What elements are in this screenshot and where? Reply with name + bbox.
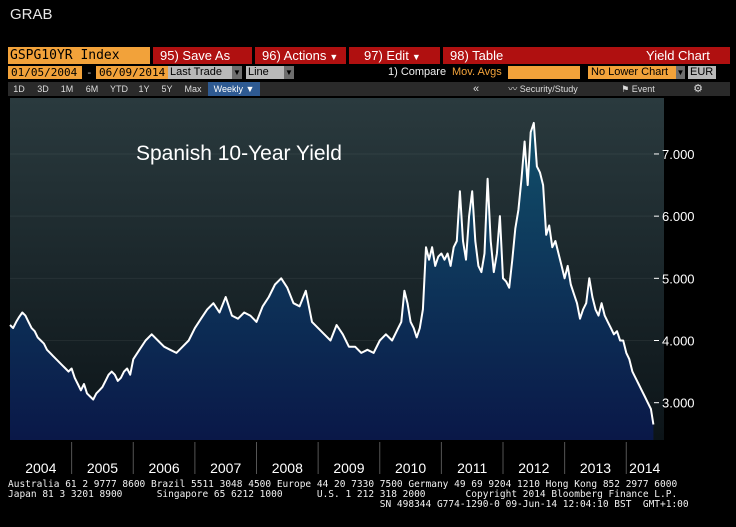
ticker-field[interactable]: GSPG10YR Index bbox=[8, 47, 150, 64]
end-date-field[interactable]: 06/09/2014 bbox=[96, 66, 168, 79]
settings-toolbar: 01/05/2004 - 06/09/2014 Last Trade ▼ Lin… bbox=[8, 65, 730, 80]
toolbar-divider bbox=[150, 47, 153, 64]
table-button[interactable]: 98) Table bbox=[450, 47, 503, 64]
x-tick-label: 2007 bbox=[210, 460, 241, 476]
period-5y[interactable]: 5Y bbox=[161, 84, 173, 94]
edit-button[interactable]: 97) Edit ▼ bbox=[364, 47, 421, 64]
x-tick-label: 2006 bbox=[148, 460, 179, 476]
x-tick-label: 2005 bbox=[87, 460, 118, 476]
yield-chart: 3.000 4.000 5.000 6.000 7.000 2004 2005 2006 20… bbox=[9, 98, 695, 476]
period-ytd[interactable]: YTD bbox=[110, 84, 128, 94]
period-3d[interactable]: 3D bbox=[37, 84, 49, 94]
footer-line-1: Australia 61 2 9777 8600 Brazil 5511 304… bbox=[8, 479, 678, 490]
frequency-select[interactable]: Weekly ▼ bbox=[208, 82, 260, 96]
toolbar-divider bbox=[440, 47, 443, 64]
footer: Australia 61 2 9777 8600 Brazil 5511 304… bbox=[8, 479, 689, 511]
chart-icon: 〰 bbox=[508, 84, 518, 94]
event-label: Event bbox=[631, 84, 655, 94]
compare-button[interactable]: 1) Compare bbox=[388, 66, 447, 78]
mov-avgs-button[interactable]: Mov. Avgs bbox=[452, 66, 502, 78]
x-tick-label: 2009 bbox=[333, 460, 364, 476]
y-tick-label: 5.000 bbox=[662, 271, 695, 286]
x-tick-label: 2012 bbox=[518, 460, 549, 476]
event-button[interactable]: ⚑ Event bbox=[608, 82, 668, 96]
actions-button[interactable]: 96) Actions ▼ bbox=[262, 47, 338, 64]
x-tick-label: 2014 bbox=[629, 460, 660, 476]
x-tick-label: 2004 bbox=[25, 460, 56, 476]
start-date-field[interactable]: 01/05/2004 bbox=[8, 66, 82, 79]
collapse-icon[interactable]: « bbox=[472, 83, 480, 95]
command-toolbar: GSPG10YR Index 95) Save As 96) Actions ▼ … bbox=[8, 47, 730, 64]
flag-icon: ⚑ bbox=[621, 84, 630, 94]
x-tick-label: 2013 bbox=[580, 460, 611, 476]
period-6m[interactable]: 6M bbox=[85, 84, 99, 94]
toolbar-divider bbox=[346, 47, 349, 64]
chevron-down-icon: ▼ bbox=[411, 52, 421, 62]
security-study-button[interactable]: 〰 Security/Study bbox=[498, 82, 588, 96]
window-title: GRAB bbox=[10, 6, 53, 23]
footer-line-2: Japan 81 3 3201 8900 Singapore 65 6212 1… bbox=[8, 489, 678, 501]
y-tick-label: 3.000 bbox=[662, 396, 695, 411]
toolbar-divider bbox=[252, 47, 255, 64]
mov-avgs-input[interactable] bbox=[508, 66, 580, 79]
chart-type-title: Yield Chart bbox=[646, 48, 710, 63]
period-1y[interactable]: 1Y bbox=[138, 84, 150, 94]
security-study-label: Security/Study bbox=[519, 84, 578, 94]
table-label: 98) Table bbox=[450, 48, 504, 63]
period-1m[interactable]: 1M bbox=[60, 84, 74, 94]
footer-line-3: SN 498344 G774-1290-0 09-Jun-14 12:04:10… bbox=[8, 499, 689, 511]
price-type-select[interactable]: Last Trade bbox=[168, 66, 232, 79]
save-as-label: 95) Save As bbox=[160, 48, 231, 63]
chevron-down-icon[interactable]: ▼ bbox=[284, 66, 294, 79]
save-as-button[interactable]: 95) Save As bbox=[160, 47, 230, 64]
chevron-down-icon[interactable]: ▼ bbox=[676, 66, 685, 79]
y-tick-label: 7.000 bbox=[662, 147, 695, 162]
currency-select[interactable]: EUR bbox=[688, 66, 716, 79]
x-tick-label: 2011 bbox=[457, 460, 487, 476]
actions-label: 96) Actions bbox=[262, 48, 327, 63]
period-max[interactable]: Max bbox=[184, 84, 202, 94]
gear-icon[interactable]: ⚙ bbox=[693, 83, 703, 95]
yield-area bbox=[10, 122, 654, 441]
period-1d[interactable]: 1D bbox=[13, 84, 25, 94]
y-tick-label: 4.000 bbox=[662, 334, 695, 349]
y-tick-label: 6.000 bbox=[662, 209, 695, 224]
chevron-down-icon[interactable]: ▼ bbox=[232, 66, 242, 79]
x-tick-label: 2010 bbox=[395, 460, 426, 476]
yield-line bbox=[9, 121, 655, 425]
lower-chart-select[interactable]: No Lower Chart bbox=[588, 66, 676, 79]
period-toolbar: 1D 3D 1M 6M YTD 1Y 5Y Max Weekly ▼ « 〰 S… bbox=[8, 82, 730, 96]
chart-style-select[interactable]: Line bbox=[246, 66, 294, 79]
x-tick-label: 2008 bbox=[272, 460, 303, 476]
date-range-dash: - bbox=[86, 66, 93, 79]
chevron-down-icon: ▼ bbox=[329, 52, 339, 62]
edit-label: 97) Edit bbox=[364, 48, 409, 63]
chart-title: Spanish 10-Year Yield bbox=[136, 142, 342, 165]
